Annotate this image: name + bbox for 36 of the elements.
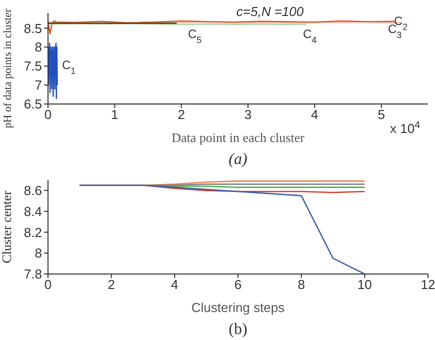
text: (a) <box>228 151 248 168</box>
text: x 10$^{4}$ <box>390 120 421 136</box>
line-series <box>79 184 366 274</box>
y-axis-title: Cluster center <box>0 190 14 264</box>
annotation: C$_{1}$ <box>62 58 76 76</box>
x-tick-label: 5 <box>378 107 385 122</box>
x-tick-label: 2 <box>178 107 185 122</box>
annotation: c=5,N =100 <box>236 4 304 19</box>
x-tick-label: 1 <box>111 107 118 122</box>
y-tick-label: 8 <box>34 246 42 261</box>
annotation: C$_{5}$ <box>188 27 202 45</box>
x-tick-label: 4 <box>311 107 318 122</box>
x-axis-title: Data point in each cluster <box>172 130 306 145</box>
x-tick-label: 10 <box>357 277 372 292</box>
y-tick-label: 8 <box>34 40 42 55</box>
x-tick-label: 4 <box>171 277 178 292</box>
y-tick-label: 7.8 <box>24 266 42 282</box>
y-tick-label: 8.4 <box>24 204 42 219</box>
x-tick-label: 0 <box>44 277 52 292</box>
y-axis-title: pH of data points in cluster <box>2 8 14 128</box>
y-tick-label: 8.6 <box>24 183 42 198</box>
text: (b) <box>228 321 248 338</box>
x-tick-label: 8 <box>298 277 305 292</box>
y-tick-label: 7.5 <box>24 58 42 74</box>
y-tick-label: 7 <box>34 78 42 93</box>
x-tick-label: 12 <box>420 277 435 292</box>
x-tick-label: 0 <box>44 107 52 122</box>
y-tick-label: 8.2 <box>24 224 42 240</box>
x-tick-label: 2 <box>108 277 115 292</box>
x-tick-label: 3 <box>244 107 252 122</box>
line-series <box>48 42 58 99</box>
y-tick-label: 6.5 <box>24 96 42 112</box>
annotation: C$_{4}$ <box>303 27 317 45</box>
x-axis-title: Clustering steps <box>191 300 286 315</box>
x-tick-label: 6 <box>234 277 242 292</box>
y-tick-label: 8.5 <box>24 20 42 36</box>
